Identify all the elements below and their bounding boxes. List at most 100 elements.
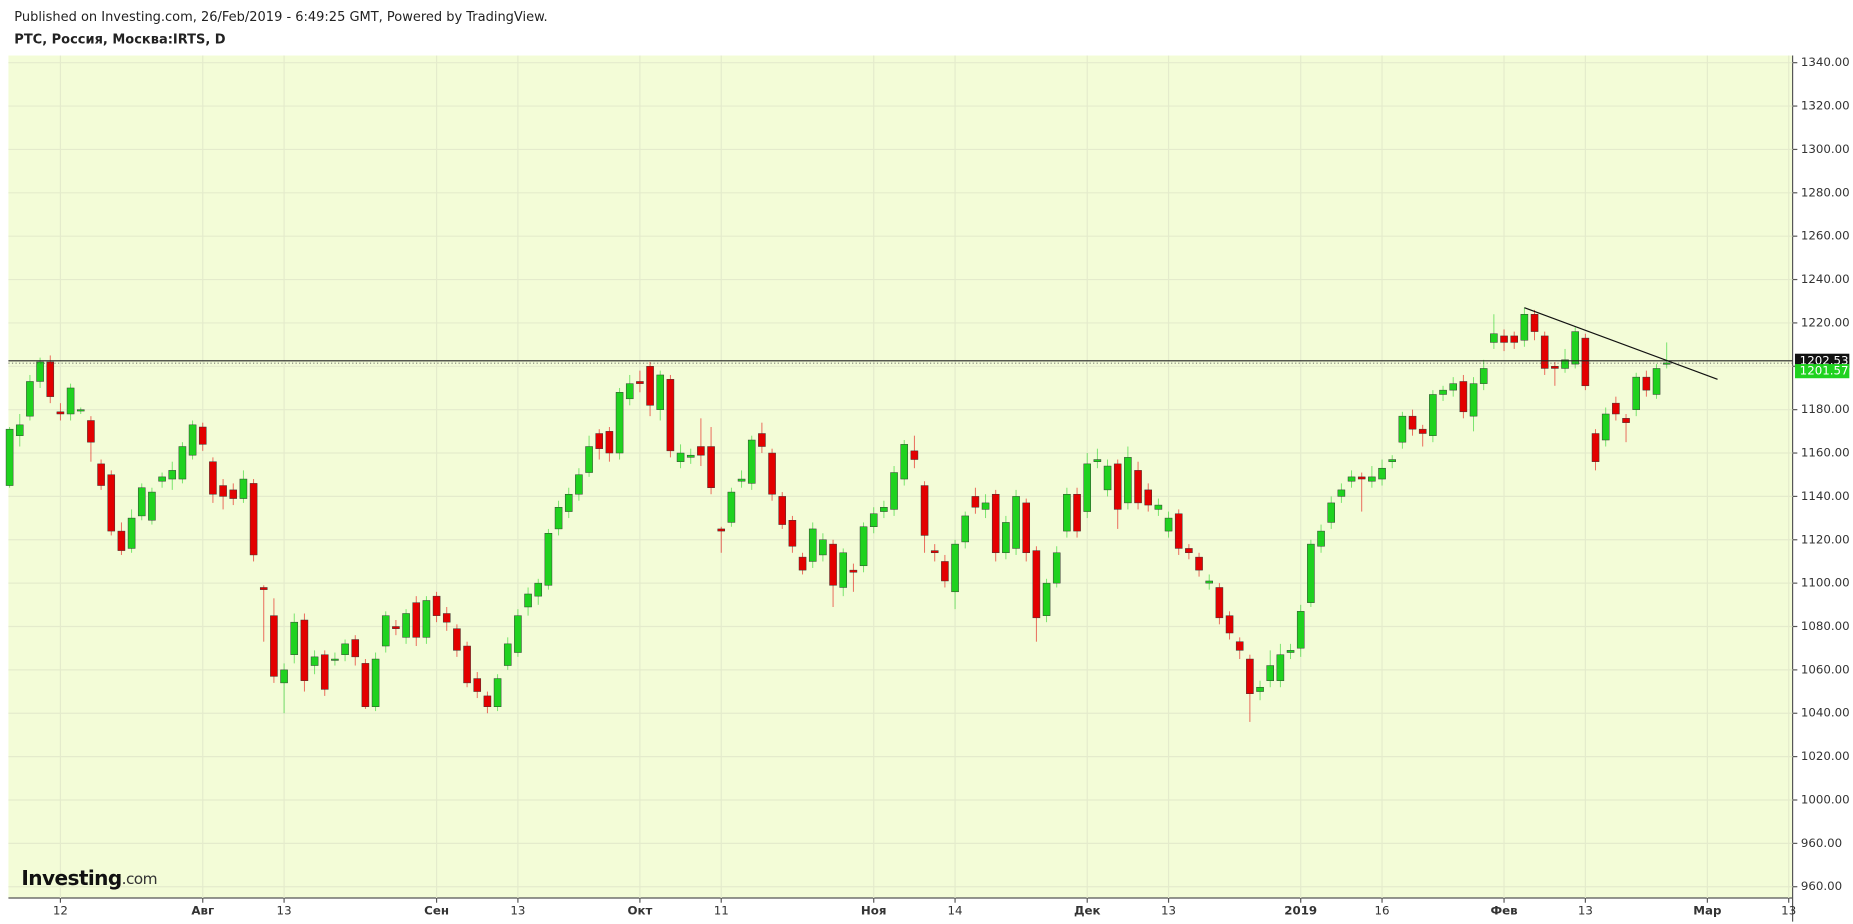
candle-body bbox=[900, 444, 909, 480]
candle-body bbox=[168, 470, 177, 480]
candle-body bbox=[229, 489, 238, 499]
candle-body bbox=[148, 491, 156, 521]
candle-body bbox=[849, 569, 858, 573]
candle-body bbox=[1540, 335, 1549, 369]
candle-body bbox=[656, 374, 665, 410]
candle-body bbox=[473, 678, 482, 692]
level-label: 1202.53 bbox=[1800, 353, 1849, 367]
candle-body bbox=[1418, 428, 1427, 434]
x-tick-label: Ноя bbox=[861, 904, 887, 918]
candle-body bbox=[1063, 493, 1071, 532]
candle-body bbox=[1093, 459, 1102, 462]
y-tick-label: 960.00 bbox=[1801, 879, 1842, 893]
candle-body bbox=[1246, 658, 1254, 694]
x-tick-label: Мар bbox=[1693, 904, 1721, 918]
candle-body bbox=[259, 587, 268, 590]
candle-body bbox=[1439, 389, 1447, 395]
candle-body bbox=[1307, 543, 1315, 603]
candle-body bbox=[1052, 552, 1061, 584]
candle-body bbox=[422, 600, 431, 638]
candle-body bbox=[1083, 463, 1092, 512]
candle-body bbox=[859, 526, 868, 567]
candle-body bbox=[1459, 381, 1468, 413]
candle-body bbox=[615, 392, 624, 454]
candle-body bbox=[1368, 476, 1376, 482]
y-tick-label: 1280.00 bbox=[1801, 185, 1850, 199]
candle-body bbox=[575, 474, 583, 495]
y-tick-label: 1140.00 bbox=[1801, 489, 1850, 503]
candle-body bbox=[1154, 504, 1163, 510]
candle-body bbox=[666, 379, 675, 452]
candle-body bbox=[36, 361, 44, 382]
y-tick-label: 1060.00 bbox=[1801, 662, 1850, 676]
candle-body bbox=[280, 669, 288, 684]
candle-body bbox=[737, 478, 746, 482]
candle-body bbox=[747, 439, 756, 484]
candle-body bbox=[1134, 470, 1142, 504]
x-tick-label: 13 bbox=[1578, 904, 1593, 918]
candle-body bbox=[1551, 366, 1559, 369]
y-tick-label: 1100.00 bbox=[1801, 576, 1850, 590]
candle-body bbox=[381, 615, 390, 647]
candle-body bbox=[97, 463, 105, 486]
candle-body bbox=[290, 621, 299, 655]
candle-body bbox=[351, 639, 360, 658]
chart-title: РТС, Россия, Москва:IRTS, D bbox=[14, 33, 226, 48]
candle-body bbox=[758, 433, 766, 447]
candle-body bbox=[1388, 459, 1396, 462]
candle-body bbox=[941, 561, 949, 582]
candle-body bbox=[646, 366, 654, 406]
y-tick-label: 1040.00 bbox=[1801, 706, 1850, 720]
x-tick-label: 16 bbox=[1375, 904, 1390, 918]
candle-body bbox=[219, 485, 227, 497]
candle-body bbox=[402, 613, 410, 638]
candle-body bbox=[788, 520, 797, 547]
candle-body bbox=[392, 626, 400, 629]
candle-body bbox=[514, 615, 522, 653]
last-price-tag bbox=[1794, 364, 1850, 379]
candle-body bbox=[524, 593, 532, 608]
candle-body bbox=[1601, 413, 1610, 441]
candle-body bbox=[869, 513, 878, 527]
candle-body bbox=[1490, 333, 1498, 343]
candle-body bbox=[1449, 383, 1457, 391]
candle-body bbox=[188, 424, 197, 456]
candle-body bbox=[717, 528, 726, 532]
candle-body bbox=[686, 454, 695, 458]
candle-body bbox=[1012, 496, 1020, 549]
candle-body bbox=[981, 502, 990, 510]
x-tick-label: 14 bbox=[948, 904, 963, 918]
candle-body bbox=[1113, 463, 1122, 510]
candle-body bbox=[1022, 502, 1031, 554]
x-tick-label: 13 bbox=[277, 904, 292, 918]
candle-body bbox=[1642, 376, 1651, 391]
candle-body bbox=[300, 619, 309, 681]
y-tick-label: 1000.00 bbox=[1801, 792, 1850, 806]
candle-body bbox=[808, 528, 817, 562]
x-tick-label: 11 bbox=[714, 904, 729, 918]
y-tick-label: 1020.00 bbox=[1801, 749, 1850, 763]
candle-body bbox=[483, 695, 492, 707]
candle-body bbox=[1327, 502, 1335, 523]
candle-body bbox=[1622, 418, 1630, 423]
candle-body bbox=[107, 474, 116, 532]
candle-body bbox=[1591, 433, 1600, 462]
candle-body bbox=[87, 420, 95, 443]
y-tick-label: 1300.00 bbox=[1801, 142, 1850, 156]
candle-body bbox=[798, 556, 807, 571]
candle-body bbox=[1479, 368, 1488, 384]
candle-body bbox=[1256, 686, 1264, 692]
candle-body bbox=[158, 476, 166, 482]
candle-body bbox=[493, 678, 502, 707]
candle-body bbox=[341, 643, 349, 655]
candle-body bbox=[930, 550, 939, 554]
candle-body bbox=[331, 658, 339, 661]
candle-body bbox=[829, 543, 837, 586]
x-tick-label: 2019 bbox=[1284, 904, 1317, 918]
x-tick-label: Окт bbox=[627, 904, 652, 918]
candle-body bbox=[1581, 337, 1590, 387]
y-tick-label: 1320.00 bbox=[1801, 99, 1850, 113]
candle-body bbox=[1286, 650, 1295, 653]
candle-body bbox=[178, 446, 187, 480]
